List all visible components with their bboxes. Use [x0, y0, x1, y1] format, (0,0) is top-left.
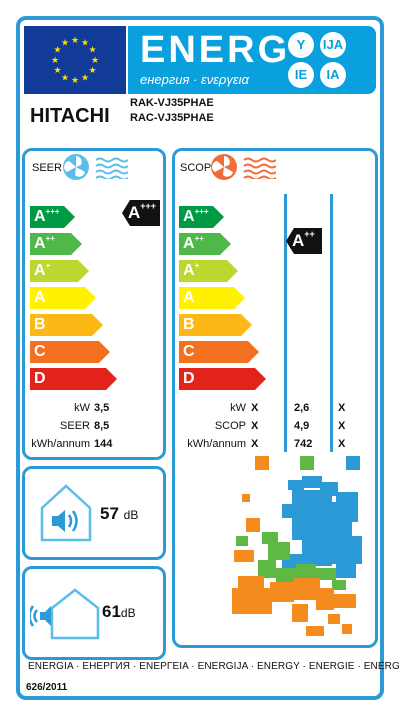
scop-class-bar	[179, 314, 252, 336]
seer-class-bar	[30, 260, 89, 282]
zone-swatch-average	[300, 456, 314, 470]
zone-divider-2	[330, 194, 333, 452]
energy-languages-line: ENERGIA · ЕНЕРГИЯ · ΕΝΕΡΓΕΙΑ · ENERGIJA …	[28, 661, 400, 672]
warmer-zone-area	[232, 494, 356, 636]
svg-text:★: ★	[61, 39, 69, 49]
seer-kw-label: kW	[74, 402, 90, 414]
scop-class-letter: A+	[183, 261, 200, 279]
scop-ratio-warm: X	[338, 420, 346, 432]
scop-kw-average: 2,6	[294, 402, 310, 414]
eu-stars-icon: ★ ★ ★ ★ ★ ★ ★ ★ ★ ★ ★ ★	[51, 36, 99, 86]
scop-kw-label: kW	[230, 402, 246, 414]
average-zone-area	[236, 532, 346, 590]
eu-flag: ★ ★ ★ ★ ★ ★ ★ ★ ★ ★ ★ ★	[24, 26, 126, 94]
scop-title: SCOP	[180, 162, 212, 174]
colder-zone-area	[282, 476, 362, 578]
scop-class-letter: A	[183, 289, 195, 306]
seer-class-letter: A	[34, 289, 46, 306]
seer-ratio-label: SEER	[60, 420, 90, 432]
zone-divider-1	[284, 194, 287, 452]
seer-class-letter: D	[34, 370, 46, 387]
seer-class-letter: A+++	[34, 207, 60, 225]
svg-text:★: ★	[51, 56, 59, 66]
cooling-air-icon	[95, 157, 128, 179]
zone-swatch-colder	[255, 456, 269, 470]
energy-word: ENERG	[140, 29, 291, 71]
svg-text:★: ★	[91, 56, 99, 66]
svg-text:★: ★	[88, 66, 96, 76]
seer-class-bar	[30, 287, 96, 309]
seer-class-letter: C	[34, 343, 46, 360]
scop-class-bar	[179, 341, 259, 363]
indoor-noise-icon	[40, 484, 92, 542]
scop-class-bar	[179, 233, 231, 255]
seer-rating-text: A+++	[128, 201, 157, 222]
indoor-model-number: RAK-VJ35PHAE	[130, 97, 214, 109]
scop-kw-cold: X	[251, 402, 259, 414]
scop-class-bar	[179, 287, 245, 309]
heating-air-icon	[243, 157, 276, 179]
brand-logo: HITACHI	[30, 105, 110, 127]
svg-text:★: ★	[81, 39, 89, 49]
scop-class-letter: C	[183, 343, 195, 360]
svg-text:★: ★	[71, 76, 79, 86]
outdoor-noise-level: 61dB	[102, 602, 136, 621]
scop-annual-warm: X	[338, 438, 346, 450]
scop-class-letter: D	[183, 370, 195, 387]
svg-text:★: ★	[81, 74, 89, 84]
scop-class-letter: A+++	[183, 207, 209, 225]
outdoor-noise-icon	[30, 588, 100, 640]
scop-annual-label: kWh/annum	[187, 438, 246, 450]
energy-banner: ENERG енергия · ενεργεια Y IJA IE IA	[128, 26, 376, 94]
scop-rating-arrow-shape	[286, 228, 322, 254]
language-badge-ie: IE	[288, 62, 314, 88]
scop-kw-warm: X	[338, 402, 346, 414]
seer-rating-arrow-shape	[122, 200, 160, 226]
scop-annual-average: 742	[294, 438, 313, 450]
seer-class-bar	[30, 368, 117, 390]
seer-class-bar	[30, 314, 103, 336]
seer-class-letter: B	[34, 316, 46, 333]
seer-class-bar	[30, 341, 110, 363]
language-badge-ija: IJA	[320, 32, 346, 58]
language-badge-ia: IA	[320, 62, 346, 88]
scop-ratio-average: 4,9	[294, 420, 310, 432]
scop-class-bar	[179, 368, 266, 390]
zone-swatch-warmer	[346, 456, 360, 470]
seer-kw-value: 3,5	[94, 402, 110, 414]
scop-class-bar	[179, 260, 238, 282]
language-badge-y: Y	[288, 32, 314, 58]
indoor-noise-level: 57 dB	[100, 504, 139, 523]
svg-text:★: ★	[61, 74, 69, 84]
europe-climate-zone-map	[232, 476, 362, 636]
seer-class-letter: A+	[34, 261, 51, 279]
scop-class-letter: B	[183, 316, 195, 333]
svg-text:★: ★	[71, 36, 79, 46]
scop-ratio-cold: X	[251, 420, 259, 432]
seer-class-bar	[30, 206, 75, 228]
seer-class-letter: A++	[34, 234, 55, 252]
seer-ratio-value: 8,5	[94, 420, 110, 432]
seer-title: SEER	[32, 162, 62, 174]
svg-text:★: ★	[88, 46, 96, 56]
seer-annual-value: 144	[94, 438, 113, 450]
scop-ratio-label: SCOP	[214, 420, 246, 432]
scop-class-letter: A++	[183, 234, 204, 252]
scop-annual-cold: X	[251, 438, 259, 450]
svg-text:★: ★	[53, 66, 61, 76]
energy-subtitle: енергия · ενεργεια	[140, 72, 249, 87]
scop-rating-text: A++	[292, 229, 315, 250]
heating-fan-icon	[211, 154, 237, 180]
outdoor-model-number: RAC-VJ35PHAE	[130, 112, 214, 124]
svg-text:★: ★	[53, 46, 61, 56]
seer-annual-label: kWh/annum	[31, 438, 90, 450]
regulation-number: 626/2011	[26, 682, 68, 693]
cooling-fan-icon	[63, 154, 89, 180]
scop-class-bar	[179, 206, 224, 228]
seer-class-bar	[30, 233, 82, 255]
